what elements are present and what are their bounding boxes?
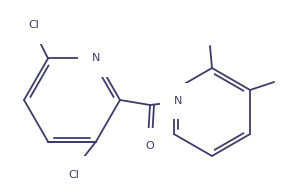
Text: H: H (187, 96, 195, 106)
Text: Cl: Cl (29, 20, 39, 30)
Text: N: N (174, 96, 182, 106)
Text: N: N (92, 53, 100, 63)
Text: O: O (146, 141, 154, 151)
Text: Cl: Cl (68, 170, 80, 180)
